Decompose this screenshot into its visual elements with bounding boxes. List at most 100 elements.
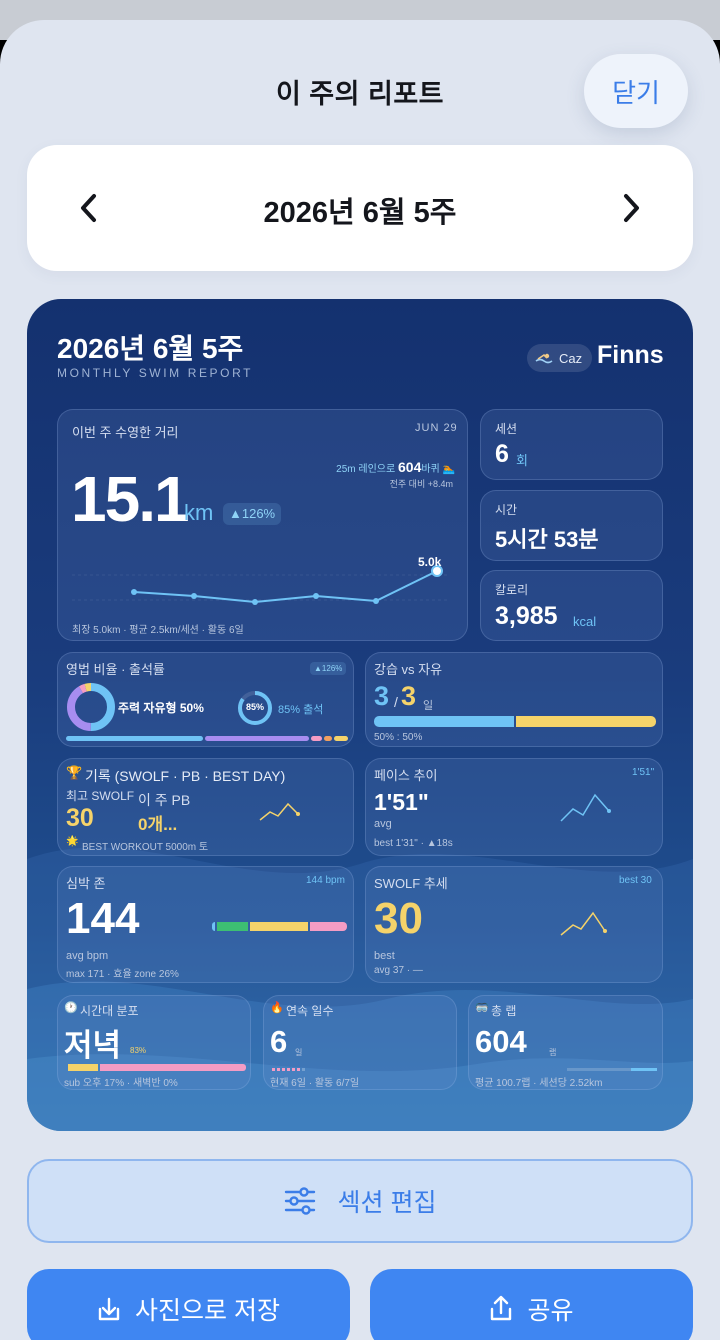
lesson-vs-free-card: 강습 vs 자유 3 / 3 일 50% : 50% — [365, 652, 663, 747]
save-as-photo-button[interactable]: 사진으로 저장 — [27, 1269, 350, 1340]
week-label: 2026년 6월 5주 — [263, 197, 457, 229]
best-swolf-value: 30 — [66, 804, 94, 832]
time-label: 시간 — [495, 503, 518, 517]
swolf-trend-card: SWOLF 추세 best 30 30 best avg 37 · — — [365, 866, 663, 983]
close-button[interactable]: 닫기 — [584, 54, 688, 128]
weekly-pb-value: 0개... — [138, 815, 178, 834]
lesson-slash: / — [394, 694, 398, 710]
distance-trend-chart — [72, 565, 448, 605]
laps-suffix: 바퀴 — [421, 464, 440, 475]
stroke-bar-breast — [311, 736, 323, 741]
clock-icon: 🕐 — [64, 1002, 78, 1014]
sessions-unit: 회 — [516, 453, 528, 468]
brand-logo: Finns — [597, 341, 664, 369]
timeslot-evening-bar — [99, 1064, 246, 1071]
swolf-sparkline — [560, 911, 607, 936]
calories-value: 3,985 — [495, 602, 558, 630]
calories-label: 칼로리 — [495, 583, 529, 597]
next-week-button[interactable] — [611, 185, 651, 231]
fire-icon: 🔥 — [270, 1002, 284, 1014]
trend-point — [313, 593, 319, 599]
sessions-value: 6 — [495, 440, 509, 468]
sliders-icon — [284, 1187, 315, 1215]
streak-unit: 일 — [295, 1048, 303, 1057]
heart-footer: max 171 · 효율 zone 26% — [66, 969, 179, 980]
pace-value: 1'51" — [374, 789, 429, 815]
weekly-report-card: 2026년 6월 5주 MONTHLY SWIM REPORT Caz Finn… — [27, 299, 693, 1131]
edit-sections-button[interactable]: 섹션 편집 — [27, 1159, 693, 1243]
streak-dot — [277, 1068, 280, 1071]
streak-dots — [272, 1068, 305, 1071]
share-button[interactable]: 공유 — [370, 1269, 693, 1340]
streak-dot — [297, 1068, 300, 1071]
pace-label: 페이스 추이 — [374, 768, 438, 783]
week-navigator: 2026년 6월 5주 — [27, 145, 693, 271]
edit-sections-label: 섹션 편집 — [337, 1189, 437, 1217]
laps-bar-fill — [631, 1068, 657, 1071]
zone-1 — [212, 922, 215, 931]
heart-tag: 144 bpm — [306, 875, 345, 886]
timeslot-label: 시간대 분포 — [80, 1004, 139, 1018]
distance-value: 15.1 — [71, 463, 190, 535]
laps-label: 총 랩 — [491, 1004, 517, 1018]
streak-value: 6 — [270, 1024, 288, 1059]
heart-zone-bar — [212, 922, 347, 931]
zone-4 — [309, 922, 347, 931]
distance-footer: 최장 5.0km · 평균 2.5km/세션 · 활동 6일 — [72, 625, 244, 636]
wave-background — [27, 847, 693, 1131]
previous-week-button[interactable] — [69, 185, 109, 231]
pace-footer: best 1'31" · ▲18s — [374, 838, 453, 849]
swolf-label: SWOLF 추세 — [374, 876, 448, 891]
records-card: 🏆 기록 (SWOLF · PB · BEST DAY) 최고 SWOLF 30… — [57, 758, 354, 856]
report-subtitle: MONTHLY SWIM REPORT — [57, 366, 254, 380]
report-title: 2026년 6월 5주 — [57, 333, 244, 364]
streak-dot — [302, 1068, 305, 1071]
main-stroke-text: 주력 자유형 50% — [118, 701, 204, 715]
laps-bar — [567, 1068, 657, 1071]
chevron-left-icon — [81, 194, 96, 222]
weekly-pb-label: 이 주 PB — [138, 792, 191, 808]
trend-point — [131, 589, 137, 595]
heart-value: 144 — [66, 894, 140, 943]
distance-trend-line — [133, 570, 438, 604]
lesson-ratio-bar — [374, 716, 656, 727]
distance-change-badge: ▲126% — [223, 503, 282, 525]
best-workout-text: BEST WORKOUT 5000m 토 — [82, 842, 209, 853]
pace-trend-card: 페이스 추이 1'51" 1'51" avg best 1'31" · ▲18s — [365, 758, 663, 856]
stroke-ratio-card: 영법 비율 · 출석률 ▲126% 주력 자유형 50% 85% 85% 출석 — [57, 652, 354, 747]
zone-3 — [250, 922, 308, 931]
distance-unit: km — [184, 500, 214, 525]
free-count: 3 — [401, 681, 417, 711]
calories-card: 칼로리 3,985 kcal — [480, 570, 663, 641]
timeslot-card: 🕐 시간대 분포 저녁 83% sub 오후 17% · 새벽반 0% — [57, 995, 251, 1090]
streak-dot — [292, 1068, 295, 1071]
heart-label: 심박 존 — [66, 876, 106, 891]
laps-count: 604 — [398, 459, 422, 475]
swimmer-mini-icon: 🏊 — [442, 464, 455, 475]
records-label: 기록 (SWOLF · PB · BEST DAY) — [85, 768, 286, 784]
share-icon — [491, 1295, 512, 1321]
sheet-header: 이 주의 리포트 닫기 — [0, 20, 720, 140]
swolf-sub: best — [374, 950, 395, 962]
timeslot-footer: sub 오후 17% · 새벽반 0% — [64, 1078, 178, 1089]
calories-unit: kcal — [573, 614, 597, 629]
free-bar — [516, 716, 656, 727]
streak-dot — [282, 1068, 285, 1071]
streak-dot — [287, 1068, 290, 1071]
swolf-tag: best 30 — [619, 875, 652, 886]
stroke-bar-other — [334, 736, 348, 741]
sun-icon: 🌟 — [66, 836, 79, 847]
laps-summary: 25m 레인으로 604바퀴 🏊 — [336, 459, 455, 475]
lesson-ratio-text: 50% : 50% — [374, 732, 423, 743]
stroke-ratio-bar — [66, 736, 348, 741]
timeslot-afternoon-bar — [68, 1064, 98, 1071]
stroke-donut-chart — [67, 683, 115, 731]
lesson-bar — [374, 716, 514, 727]
stroke-ratio-label: 영법 비율 · 출석률 — [66, 662, 165, 677]
timeslot-value: 저녁 — [64, 1028, 122, 1063]
attendance-ring-label: 85% — [245, 702, 264, 712]
trend-point — [373, 598, 379, 604]
trend-point — [252, 599, 258, 605]
stroke-bar-butterfly — [324, 736, 333, 741]
attendance-ring — [238, 691, 272, 725]
